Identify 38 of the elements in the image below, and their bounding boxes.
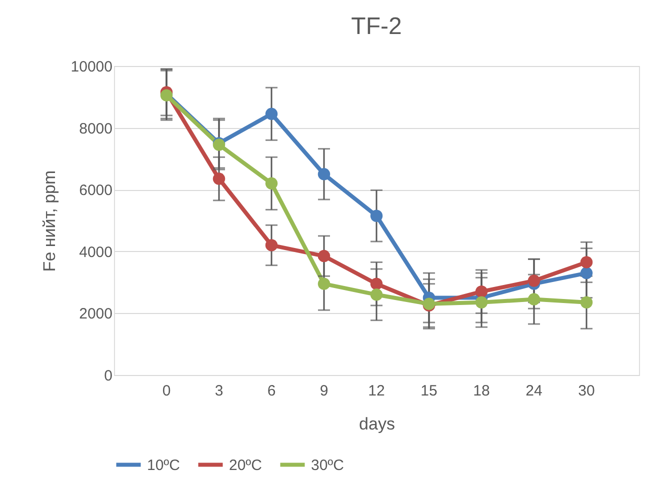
- legend-label: 10ºC: [147, 456, 180, 474]
- x-tick-label: 24: [526, 382, 542, 400]
- legend-label: 20ºC: [229, 456, 262, 474]
- y-tick-label: 4000: [79, 244, 112, 261]
- point: [318, 250, 330, 262]
- chart-title: TF-2: [351, 13, 402, 40]
- x-tick-label: 3: [214, 382, 224, 400]
- x-tick-label: 9: [320, 382, 328, 400]
- y-tick-label: 6000: [79, 182, 112, 200]
- x-tick-label: 0: [162, 382, 171, 400]
- point: [318, 278, 330, 290]
- y-tick-label: 0: [104, 368, 112, 384]
- point: [370, 278, 383, 290]
- point: [265, 239, 278, 252]
- point: [318, 168, 330, 180]
- point: [265, 108, 278, 120]
- legend-label: 30ºC: [311, 456, 344, 474]
- y-axis-title: Fe нийт, ppm: [40, 170, 59, 272]
- x-tick-label: 12: [368, 382, 385, 400]
- point: [528, 293, 540, 306]
- x-tick-label: 30: [578, 382, 595, 400]
- y-tick-label: 2000: [79, 306, 112, 323]
- x-tick-label: 6: [267, 382, 276, 400]
- point: [370, 210, 383, 222]
- y-tick-label: 8000: [79, 120, 112, 138]
- point: [265, 177, 278, 190]
- point: [580, 296, 593, 308]
- x-tick-label: 15: [420, 382, 438, 400]
- y-tick-label: 10000: [70, 58, 112, 76]
- point: [370, 288, 383, 301]
- point: [475, 296, 488, 308]
- point: [580, 266, 593, 280]
- point: [475, 285, 488, 298]
- x-axis-title: days: [359, 414, 395, 434]
- point: [212, 172, 226, 185]
- point: [528, 274, 540, 287]
- x-tick-label: 18: [473, 382, 490, 400]
- point: [580, 256, 593, 268]
